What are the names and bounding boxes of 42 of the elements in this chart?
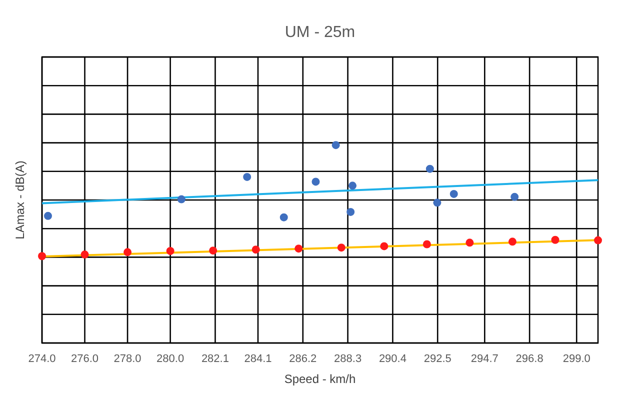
x-tick-label: 290.4 bbox=[378, 353, 406, 365]
x-tick-label: 274.0 bbox=[28, 353, 56, 365]
point bbox=[337, 244, 346, 252]
point bbox=[294, 244, 303, 253]
x-tick-label: 282.1 bbox=[201, 353, 229, 365]
x-tick-label: 278.0 bbox=[114, 353, 142, 365]
x-tick-label: 288.3 bbox=[334, 353, 362, 365]
point bbox=[177, 195, 186, 204]
x-axis-title: Speed - km/h bbox=[284, 372, 356, 386]
x-tick-label: 296.8 bbox=[516, 353, 544, 365]
x-tick-label: 299.0 bbox=[562, 353, 590, 365]
point bbox=[380, 242, 388, 250]
point bbox=[433, 198, 442, 207]
x-tick-label: 286.2 bbox=[289, 353, 317, 365]
point bbox=[551, 236, 560, 244]
point bbox=[166, 246, 174, 255]
point bbox=[510, 192, 519, 201]
point bbox=[508, 238, 516, 246]
point bbox=[332, 141, 340, 150]
x-tick-label: 276.0 bbox=[71, 353, 99, 365]
point bbox=[594, 236, 602, 244]
point bbox=[466, 238, 474, 247]
chart-title: UM - 25m bbox=[284, 24, 356, 41]
point bbox=[422, 240, 431, 248]
point bbox=[124, 248, 132, 256]
point bbox=[280, 213, 288, 222]
point bbox=[346, 208, 355, 216]
point bbox=[38, 252, 46, 260]
x-tick-label: 284.1 bbox=[244, 353, 272, 365]
point bbox=[252, 246, 260, 254]
point bbox=[209, 246, 218, 255]
point bbox=[80, 250, 89, 259]
point bbox=[243, 172, 252, 181]
x-tick-label: 294.7 bbox=[470, 353, 498, 365]
point bbox=[312, 178, 320, 186]
x-tick-label: 292.5 bbox=[424, 353, 452, 365]
point bbox=[450, 190, 458, 198]
point bbox=[348, 182, 357, 190]
point bbox=[426, 164, 434, 173]
x-tick-label: 280.0 bbox=[156, 353, 184, 365]
point bbox=[44, 212, 52, 220]
y-axis-title: LAmax - dB(A) bbox=[13, 160, 27, 240]
